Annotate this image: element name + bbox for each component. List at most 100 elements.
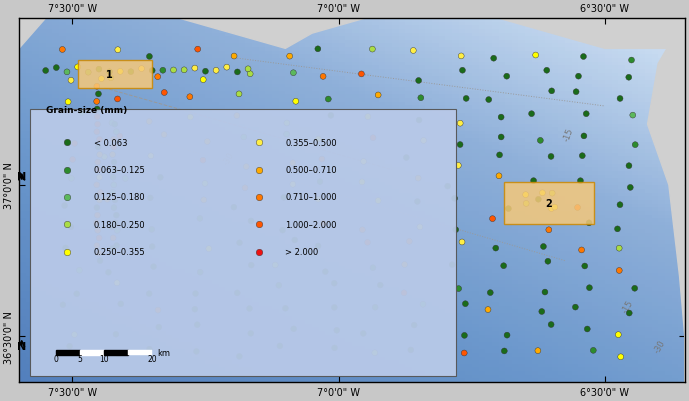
Point xyxy=(323,97,334,103)
Point xyxy=(313,243,324,249)
Point xyxy=(110,197,121,204)
Point xyxy=(63,99,74,106)
Point xyxy=(367,265,378,271)
Point xyxy=(495,115,506,121)
Point xyxy=(329,345,340,351)
Point xyxy=(369,350,380,356)
Point xyxy=(92,122,103,128)
Point xyxy=(106,224,117,231)
Point xyxy=(144,54,155,61)
Point xyxy=(107,190,119,196)
Point xyxy=(369,304,380,311)
Point xyxy=(228,205,239,211)
Point xyxy=(112,47,123,54)
Point xyxy=(195,269,206,276)
Point xyxy=(61,249,72,255)
Point xyxy=(413,78,424,85)
Point xyxy=(446,262,457,268)
Point xyxy=(152,74,163,81)
Point xyxy=(358,330,369,337)
Point xyxy=(579,134,590,140)
Point xyxy=(189,306,200,313)
Point xyxy=(453,286,464,292)
Point xyxy=(533,348,544,354)
Point xyxy=(221,65,232,71)
Point xyxy=(577,153,588,160)
Point xyxy=(573,74,584,80)
Point xyxy=(461,96,472,102)
Point xyxy=(65,224,76,231)
Point xyxy=(329,280,340,287)
Point xyxy=(274,282,285,289)
Point xyxy=(238,134,249,141)
Point xyxy=(280,305,291,312)
Text: 2: 2 xyxy=(546,198,553,209)
Point xyxy=(125,69,136,76)
Point xyxy=(111,129,122,136)
Point xyxy=(92,114,103,121)
Point xyxy=(234,91,245,98)
Point xyxy=(240,164,251,170)
Point xyxy=(110,331,121,338)
Point xyxy=(288,326,299,332)
Text: 5: 5 xyxy=(78,354,83,363)
Point xyxy=(111,243,122,249)
Point xyxy=(108,182,119,188)
Point xyxy=(108,205,119,211)
Point xyxy=(192,322,203,328)
Point xyxy=(40,68,51,75)
Point xyxy=(314,179,325,185)
Point xyxy=(612,226,623,233)
Text: 0.710–1.000: 0.710–1.000 xyxy=(285,193,337,202)
Point xyxy=(455,142,466,148)
Point xyxy=(542,258,553,265)
Point xyxy=(144,119,155,126)
Point xyxy=(537,190,548,196)
Point xyxy=(155,175,166,181)
Point xyxy=(94,235,105,241)
Point xyxy=(74,267,85,274)
Point xyxy=(329,304,340,311)
Point xyxy=(277,227,288,234)
Point xyxy=(107,174,119,181)
Point xyxy=(246,262,257,269)
Point xyxy=(495,134,506,141)
Point xyxy=(94,197,105,204)
Point xyxy=(114,69,125,75)
Point xyxy=(325,113,336,119)
Point xyxy=(91,99,102,105)
Text: 0.500–0.710: 0.500–0.710 xyxy=(285,166,337,175)
Point xyxy=(418,138,429,144)
Point xyxy=(626,58,637,64)
Point xyxy=(232,69,243,76)
Point xyxy=(232,113,243,119)
Point xyxy=(61,167,72,174)
Point xyxy=(579,263,590,269)
Point xyxy=(71,291,82,297)
Point xyxy=(399,261,410,268)
Point xyxy=(488,56,499,62)
Point xyxy=(520,192,531,198)
Point xyxy=(112,97,123,103)
Point xyxy=(154,324,165,330)
Text: 0.125–0.180: 0.125–0.180 xyxy=(94,193,145,202)
Point xyxy=(491,245,502,252)
Point xyxy=(136,66,147,73)
Point xyxy=(194,216,205,222)
Point xyxy=(546,154,557,160)
Point xyxy=(356,179,367,186)
Point xyxy=(499,348,510,354)
Point xyxy=(93,167,104,174)
Point xyxy=(157,68,168,74)
Polygon shape xyxy=(19,19,685,49)
Point xyxy=(106,120,117,127)
Bar xyxy=(128,350,152,355)
Point xyxy=(61,140,72,146)
Point xyxy=(413,117,424,124)
Point xyxy=(200,181,211,187)
Point xyxy=(191,348,202,355)
Point xyxy=(104,69,115,76)
Point xyxy=(629,286,640,292)
Point xyxy=(625,185,636,191)
Point xyxy=(575,178,586,184)
